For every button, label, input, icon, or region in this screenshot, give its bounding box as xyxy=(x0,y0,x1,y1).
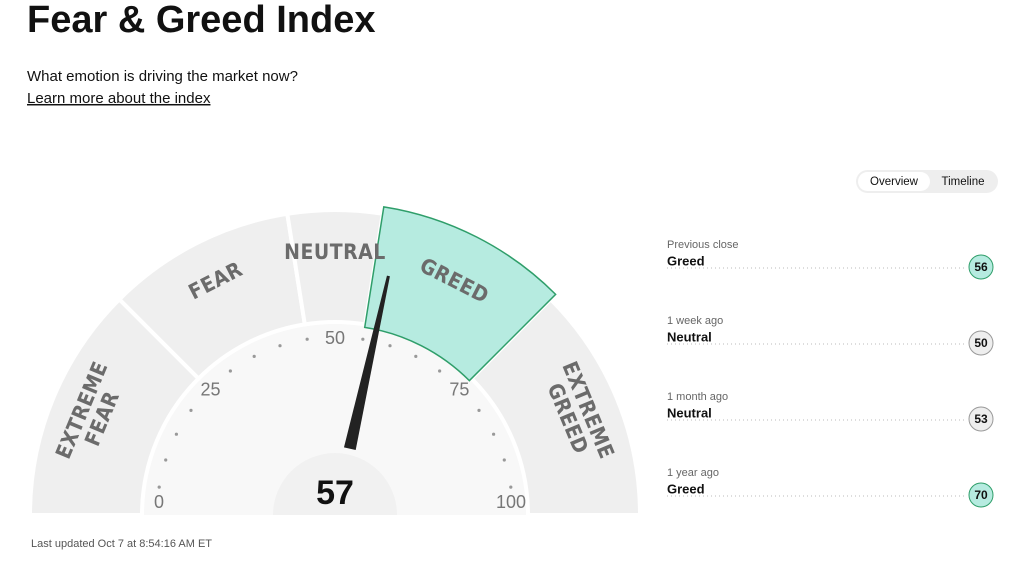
history-label: 1 week ago xyxy=(667,315,723,327)
history-rating: Neutral xyxy=(667,329,712,344)
tick-dot xyxy=(189,408,193,412)
history-label: 1 year ago xyxy=(667,467,719,479)
tick-dot xyxy=(174,432,179,436)
history-badge xyxy=(968,254,994,280)
history-badge xyxy=(968,482,994,508)
needle xyxy=(343,275,390,450)
history-value: 53 xyxy=(974,412,988,426)
zone-label: NEUTRAL xyxy=(284,240,386,264)
tick-dot xyxy=(477,408,481,412)
gauge-value: 57 xyxy=(316,474,354,512)
tick-dot xyxy=(361,337,365,341)
subtitle: What emotion is driving the market now? xyxy=(27,68,298,85)
tick-dot xyxy=(278,344,282,348)
center-disc xyxy=(273,453,397,515)
page-title: Fear & Greed Index xyxy=(27,0,375,41)
history-rating: Neutral xyxy=(667,405,712,420)
history-value: 70 xyxy=(974,488,988,502)
history: Previous close Greed 56 1 week ago Neutral 50… xyxy=(667,239,994,508)
tab[interactable]: Timeline xyxy=(941,176,984,188)
history-badge xyxy=(968,330,994,356)
tick-label: 0 xyxy=(154,492,164,512)
tick-label: 25 xyxy=(201,379,221,399)
learn-more-link[interactable]: Learn more about the index xyxy=(27,90,211,107)
tick-dot xyxy=(502,458,506,462)
history-value: 50 xyxy=(974,336,988,350)
tick-dot xyxy=(157,485,161,489)
tick-dot xyxy=(509,485,513,489)
tick-dot xyxy=(252,354,256,359)
tick-dot xyxy=(414,354,418,359)
tick-dot xyxy=(438,369,442,373)
tick-label: 50 xyxy=(325,328,345,348)
history-label: 1 month ago xyxy=(667,391,728,403)
zone xyxy=(468,296,643,517)
tick-dot xyxy=(388,344,392,348)
tick-dot xyxy=(305,337,309,341)
tab-active[interactable] xyxy=(858,172,930,191)
tick-dot xyxy=(164,458,168,462)
tick-label: 75 xyxy=(449,379,469,399)
history-rating: Greed xyxy=(667,253,705,268)
history-label: Previous close xyxy=(667,239,739,251)
tick-label: 100 xyxy=(496,492,526,512)
zone-active xyxy=(363,205,557,382)
history-badge xyxy=(968,406,994,432)
tick-dot xyxy=(228,369,232,373)
history-rating: Greed xyxy=(667,481,705,496)
gauge: EXTREMEFEARFEARNEUTRALGREEDEXTREMEGREED0… xyxy=(27,205,643,517)
history-value: 56 xyxy=(974,260,988,274)
last-updated: Last updated Oct 7 at 8:54:16 AM ET xyxy=(31,538,212,550)
gauge-inner xyxy=(142,322,528,515)
tab[interactable]: Overview xyxy=(870,176,919,188)
tick-dot xyxy=(491,432,496,436)
